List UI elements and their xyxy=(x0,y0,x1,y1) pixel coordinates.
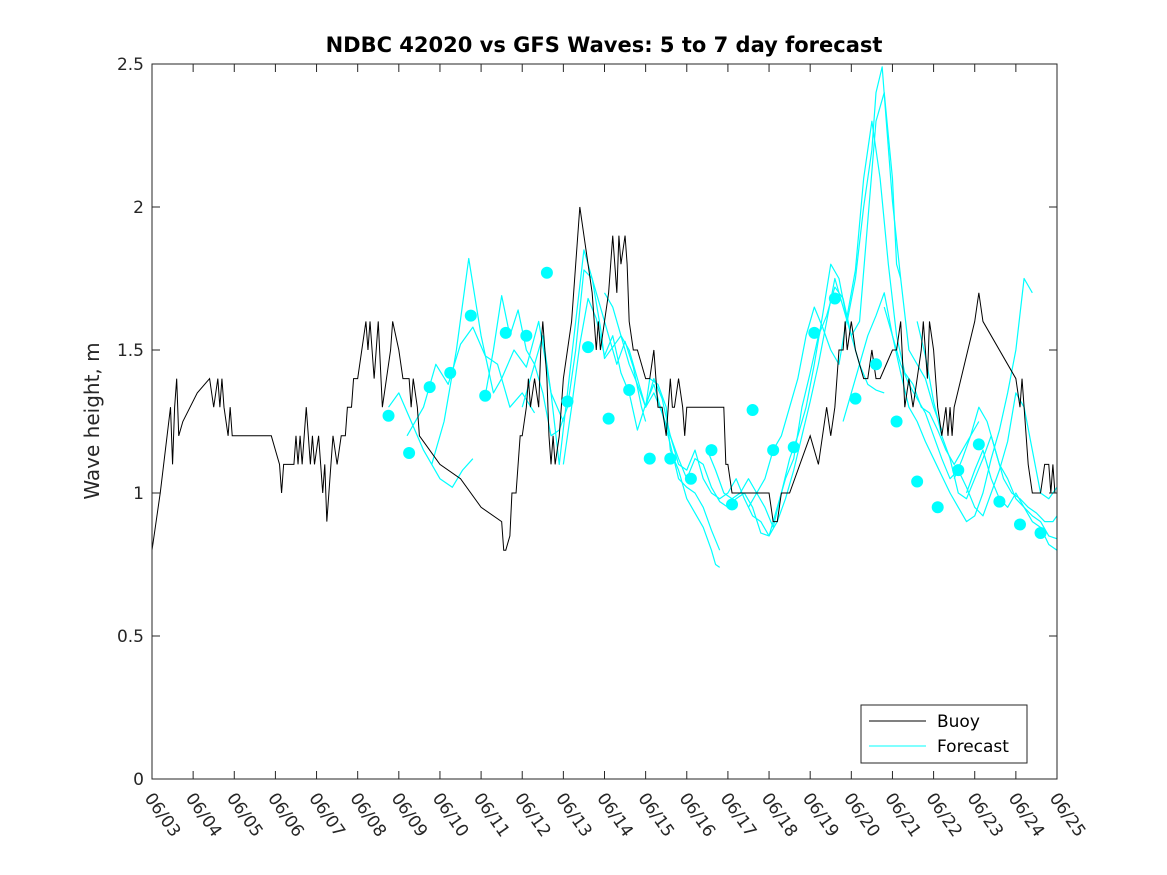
legend-box xyxy=(860,704,1028,764)
x-tick-label: 06/12 xyxy=(510,789,554,841)
forecast-series xyxy=(388,66,1057,568)
forecast-point xyxy=(808,326,821,339)
buoy-series xyxy=(152,206,1057,551)
forecast-point xyxy=(1013,518,1026,531)
forecast-point xyxy=(746,404,759,417)
forecast-point xyxy=(540,266,553,279)
x-tick-label: 06/05 xyxy=(222,789,266,841)
forecast-point xyxy=(444,366,457,379)
forecast-run-line-5 xyxy=(521,249,721,568)
x-tick-label: 06/21 xyxy=(880,789,924,841)
forecast-run-line-13 xyxy=(916,321,1057,540)
forecast-run-line-15 xyxy=(953,406,1057,523)
forecast-point xyxy=(767,444,780,457)
x-tick-label: 06/23 xyxy=(963,789,1007,841)
forecast-point xyxy=(972,438,985,451)
forecast-markers xyxy=(382,266,1047,540)
forecast-run-line-9 xyxy=(706,66,943,528)
x-tick-label: 06/11 xyxy=(469,789,513,841)
y-tick-label: 0.5 xyxy=(117,627,144,647)
x-tick-label: 06/22 xyxy=(921,789,965,841)
forecast-point xyxy=(382,409,395,422)
forecast-run-line-6 xyxy=(562,297,721,551)
x-tick-label: 06/24 xyxy=(1004,789,1048,841)
legend-forecast-label: Forecast xyxy=(937,737,1009,757)
forecast-run-line-10 xyxy=(747,120,980,508)
y-tick-label: 1 xyxy=(133,484,144,504)
x-tick-label: 06/19 xyxy=(798,789,842,841)
legend-buoy-label: Buoy xyxy=(937,712,980,732)
x-tick-label: 06/15 xyxy=(634,789,678,841)
x-tick-label: 06/09 xyxy=(387,789,431,841)
forecast-point xyxy=(479,389,492,402)
forecast-point xyxy=(464,309,477,322)
forecast-point xyxy=(403,446,416,459)
forecast-run-line-2 xyxy=(406,326,536,437)
forecast-point xyxy=(993,495,1006,508)
forecast-point xyxy=(520,329,533,342)
x-tick-label: 06/06 xyxy=(263,789,307,841)
forecast-point xyxy=(787,441,800,454)
forecast-point xyxy=(423,381,436,394)
x-tick-label: 06/14 xyxy=(592,789,636,841)
forecast-point xyxy=(911,475,924,488)
forecast-point xyxy=(849,392,862,405)
x-tick-label: 06/18 xyxy=(757,789,801,841)
forecast-point xyxy=(952,464,965,477)
forecast-run-line-1 xyxy=(388,392,474,488)
forecast-run-line-12 xyxy=(883,306,1057,517)
forecast-point xyxy=(828,292,841,305)
forecast-point xyxy=(623,384,636,397)
x-tick-label: 06/08 xyxy=(346,789,390,841)
y-tick-label: 1.5 xyxy=(117,341,144,361)
forecast-point xyxy=(643,452,656,465)
forecast-run-line-11 xyxy=(842,277,1033,523)
y-axis-label: Wave height, m xyxy=(80,342,104,499)
forecast-run-line-3 xyxy=(431,257,564,465)
chart-title: NDBC 42020 vs GFS Waves: 5 to 7 day fore… xyxy=(326,33,883,57)
x-tick-label: 06/10 xyxy=(428,789,472,841)
x-tick-label: 06/17 xyxy=(716,789,760,841)
x-tick-label: 06/20 xyxy=(839,789,883,841)
forecast-point xyxy=(931,501,944,514)
x-tick-label: 06/07 xyxy=(304,789,348,841)
forecast-point xyxy=(561,395,574,408)
forecast-point xyxy=(705,444,718,457)
x-tick-label: 06/04 xyxy=(181,789,225,841)
y-tick-label: 0 xyxy=(133,770,144,790)
y-tick-label: 2 xyxy=(133,198,144,218)
legend: Buoy Forecast xyxy=(860,704,1028,764)
x-tick-label: 06/16 xyxy=(675,789,719,841)
forecast-point xyxy=(582,341,595,354)
forecast-point xyxy=(890,415,903,428)
forecast-point xyxy=(684,472,697,485)
x-tick-label: 06/25 xyxy=(1045,789,1089,841)
x-tick-label: 06/03 xyxy=(140,789,184,841)
forecast-run-line-7 xyxy=(603,277,885,537)
forecast-run-line-8 xyxy=(645,91,902,537)
y-tick-label: 2.5 xyxy=(117,55,144,75)
forecast-point xyxy=(870,358,882,371)
x-tick-label: 06/13 xyxy=(551,789,595,841)
forecast-point xyxy=(602,412,615,425)
forecast-point xyxy=(499,326,512,339)
forecast-point xyxy=(726,498,739,511)
buoy-line xyxy=(152,206,1057,551)
forecast-point xyxy=(1034,527,1047,540)
forecast-point xyxy=(664,452,677,465)
